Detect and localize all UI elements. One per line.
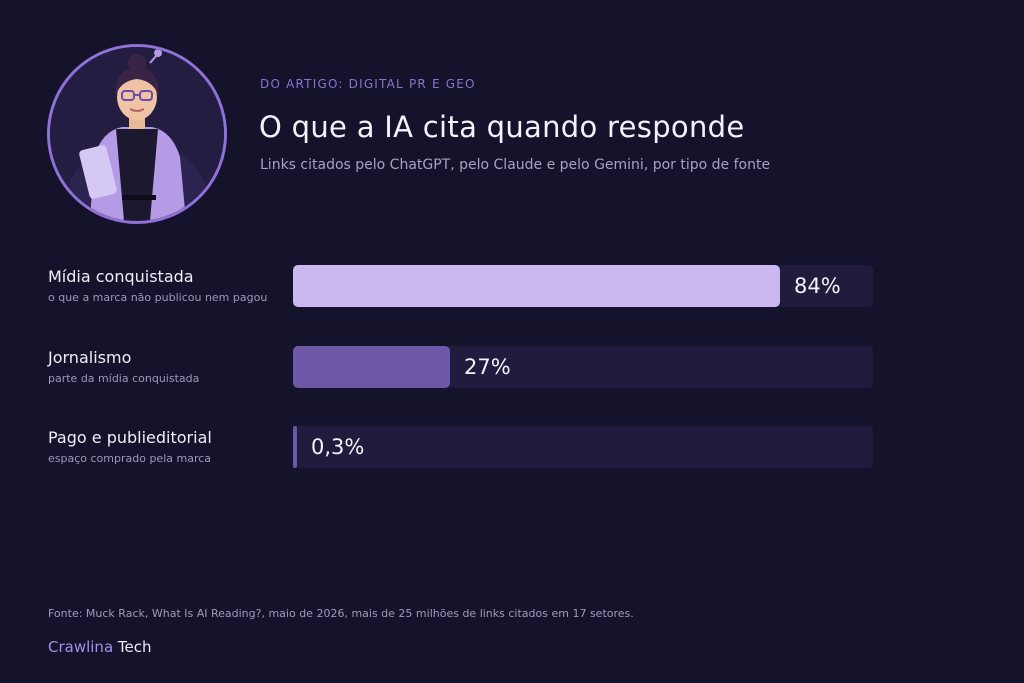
bar (293, 426, 297, 468)
bar-row: Pago e publieditorial espaço comprado pel… (0, 426, 1024, 470)
value-label: 27% (464, 355, 511, 379)
author-avatar (47, 44, 227, 224)
category-label: Pago e publieditorial (48, 428, 212, 447)
bar-track: 27% (293, 346, 873, 388)
bar-track: 84% (293, 265, 873, 307)
avatar-illustration (50, 47, 224, 221)
brand-logo: Crawlina Tech (48, 638, 152, 656)
source-note: Fonte: Muck Rack, What Is AI Reading?, m… (48, 607, 634, 620)
brand-name-part1: Crawlina (48, 638, 114, 656)
chart-title: O que a IA cita quando responde (259, 110, 745, 144)
value-label: 0,3% (311, 435, 365, 459)
category-label: Jornalismo (48, 348, 132, 367)
value-label: 84% (794, 274, 841, 298)
bar-track: 0,3% (293, 426, 873, 468)
article-kicker: DO ARTIGO: DIGITAL PR E GEO (260, 77, 476, 91)
chart-subtitle: Links citados pelo ChatGPT, pelo Claude … (260, 157, 771, 173)
bar (293, 265, 780, 307)
category-label: Mídia conquistada (48, 267, 194, 286)
category-description: o que a marca não publicou nem pagou (48, 291, 268, 304)
bar (293, 346, 450, 388)
category-description: espaço comprado pela marca (48, 452, 212, 465)
bar-row: Jornalismo parte da mídia conquistada 27% (0, 346, 1024, 390)
brand-name-part2: Tech (117, 638, 152, 656)
category-description: parte da mídia conquistada (48, 372, 200, 385)
bar-row: Mídia conquistada o que a marca não publi… (0, 265, 1024, 309)
